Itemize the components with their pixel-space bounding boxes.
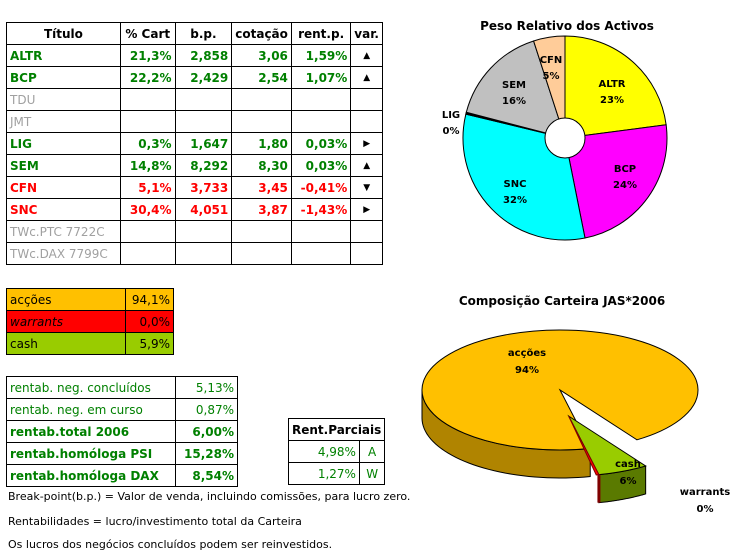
row-rent [290, 242, 352, 265]
note-break-point: Break-point(b.p.) = Valor de venda, incl… [8, 490, 411, 503]
pie1-label: BCP [614, 164, 636, 175]
table-row: CFN 5,1% 3,733 3,45 -0,41% ▼ [6, 176, 383, 199]
pie1-label: SEM [502, 80, 526, 91]
pie2-label: acções [508, 348, 546, 359]
note-lucros: Os lucros dos negócios concluídos podem … [8, 538, 333, 551]
summary-row: cash 5,9% [5, 332, 174, 355]
rentab-value: 8,54% [175, 464, 238, 487]
row-bp: 2,858 [174, 44, 233, 67]
rentability-table: rentab. neg. concluídos 5,13% rentab. neg.… [5, 376, 238, 487]
rentab-value: 0,87% [175, 398, 238, 421]
row-cotacao: 2,54 [231, 66, 292, 89]
row-bp [174, 242, 233, 265]
pie1-label: ALTR [599, 79, 626, 90]
header-rent-p: rent.p. [290, 22, 352, 45]
row-pct: 5,1% [119, 176, 176, 199]
parciais-value: 1,27% [288, 462, 360, 485]
pie2-pct: 0% [697, 504, 714, 515]
row-cotacao: 3,06 [231, 44, 292, 67]
table-row: TWc.DAX 7799C [6, 242, 383, 265]
parciais-tag: W [358, 462, 386, 485]
partial-rentability-table: Rent.Parciais 4,98% A 1,27% W [287, 418, 386, 485]
rentab-row: rentab.homóloga PSI 15,28% [5, 442, 238, 465]
pie1-label: CFN [540, 55, 563, 66]
summary-value: 0,0% [125, 310, 174, 333]
row-cotacao: 3,45 [231, 176, 292, 199]
pie1-pct: 0% [443, 126, 460, 137]
allocation-summary-table: acções 94,1% warrants 0,0% cash 5,9% [5, 288, 174, 355]
row-bp: 8,292 [174, 154, 233, 177]
pie2-title: Composição Carteira JAS*2006 [459, 294, 665, 308]
rentab-value: 15,28% [175, 442, 238, 465]
table-row: SNC 30,4% 4,051 3,87 -1,43% ▶ [6, 198, 383, 221]
rentab-row: rentab.total 2006 6,00% [5, 420, 238, 443]
row-bp: 4,051 [174, 198, 233, 221]
summary-row: warrants 0,0% [5, 310, 174, 333]
rentab-label: rentab.total 2006 [5, 420, 177, 443]
table-row: TDU [6, 88, 383, 111]
row-cotacao: 1,80 [231, 132, 292, 155]
pie1: ALTR 23% BCP 24% SNC 32% LIG 0% SEM 16% CFN 5% [442, 35, 668, 241]
table-row: SEM 14,8% 8,292 8,30 0,03% ▲ [6, 154, 383, 177]
parciais-tag: A [358, 440, 386, 463]
row-rent: -1,43% [290, 198, 352, 221]
summary-row: acções 94,1% [5, 288, 174, 311]
pie1-slice-sem [465, 40, 566, 139]
pie1-slice-cfn [532, 35, 566, 139]
row-title: SEM [6, 154, 121, 177]
pie2-label: cash [615, 459, 641, 470]
row-rent: 0,03% [290, 132, 352, 155]
rentab-row: rentab. neg. concluídos 5,13% [5, 376, 238, 399]
rentab-label: rentab.homóloga DAX [5, 464, 177, 487]
pie1-slice-bcp [564, 124, 668, 239]
portfolio-table: Título % Cart b.p. cotação rent.p. var. … [6, 22, 383, 265]
rentab-label: rentab.homóloga PSI [5, 442, 177, 465]
row-rent: 0,03% [290, 154, 352, 177]
note-rentabilidades: Rentabilidades = lucro/investimento tota… [8, 515, 302, 528]
table-header-row: Título % Cart b.p. cotação rent.p. var. [6, 22, 383, 45]
row-rent: -0,41% [290, 176, 352, 199]
rentab-value: 6,00% [175, 420, 238, 443]
table-row: LIG 0,3% 1,647 1,80 0,03% ▶ [6, 132, 383, 155]
table-row: JMT [6, 110, 383, 133]
pie1-slice-altr [564, 35, 667, 139]
var-up-icon: ▲ [350, 66, 383, 89]
pie2: acções 94% cash 6% warrants 0% [421, 329, 730, 515]
pie1-title: Peso Relativo dos Activos [480, 19, 654, 33]
summary-value: 5,9% [125, 332, 174, 355]
parciais-value: 4,98% [288, 440, 360, 463]
var-empty [350, 242, 383, 265]
row-title: TWc.DAX 7799C [6, 242, 121, 265]
pie1-pct: 5% [543, 71, 560, 82]
row-rent: 1,07% [290, 66, 352, 89]
row-title: CFN [6, 176, 121, 199]
rentab-label: rentab. neg. em curso [5, 398, 177, 421]
summary-label: cash [5, 332, 127, 355]
pie1-label: LIG [442, 110, 460, 121]
pie1-pct: 23% [600, 95, 624, 106]
rentab-value: 5,13% [175, 376, 238, 399]
parciais-header: Rent.Parciais [287, 418, 386, 441]
row-pct: 0,3% [119, 132, 176, 155]
header-var: var. [350, 22, 383, 45]
rentab-row: rentab. neg. em curso 0,87% [5, 398, 238, 421]
pie2-pct: 94% [515, 365, 539, 376]
summary-value: 94,1% [125, 288, 174, 311]
pie1-label: SNC [504, 179, 527, 190]
table-row: TWc.PTC 7722C [6, 220, 383, 243]
pie1-pct: 24% [613, 180, 637, 191]
row-title: JMT [6, 110, 121, 133]
pie1-hole [544, 117, 586, 159]
rentab-label: rentab. neg. concluídos [5, 376, 177, 399]
rentab-row: rentab.homóloga DAX 8,54% [5, 464, 238, 487]
pie1-pct: 32% [503, 195, 527, 206]
summary-label: warrants [5, 310, 127, 333]
pie2-label: warrants [680, 487, 730, 498]
pie1-pct: 16% [502, 96, 526, 107]
pie2-slice-accoes [421, 329, 699, 451]
pie2-pct: 6% [620, 476, 637, 487]
